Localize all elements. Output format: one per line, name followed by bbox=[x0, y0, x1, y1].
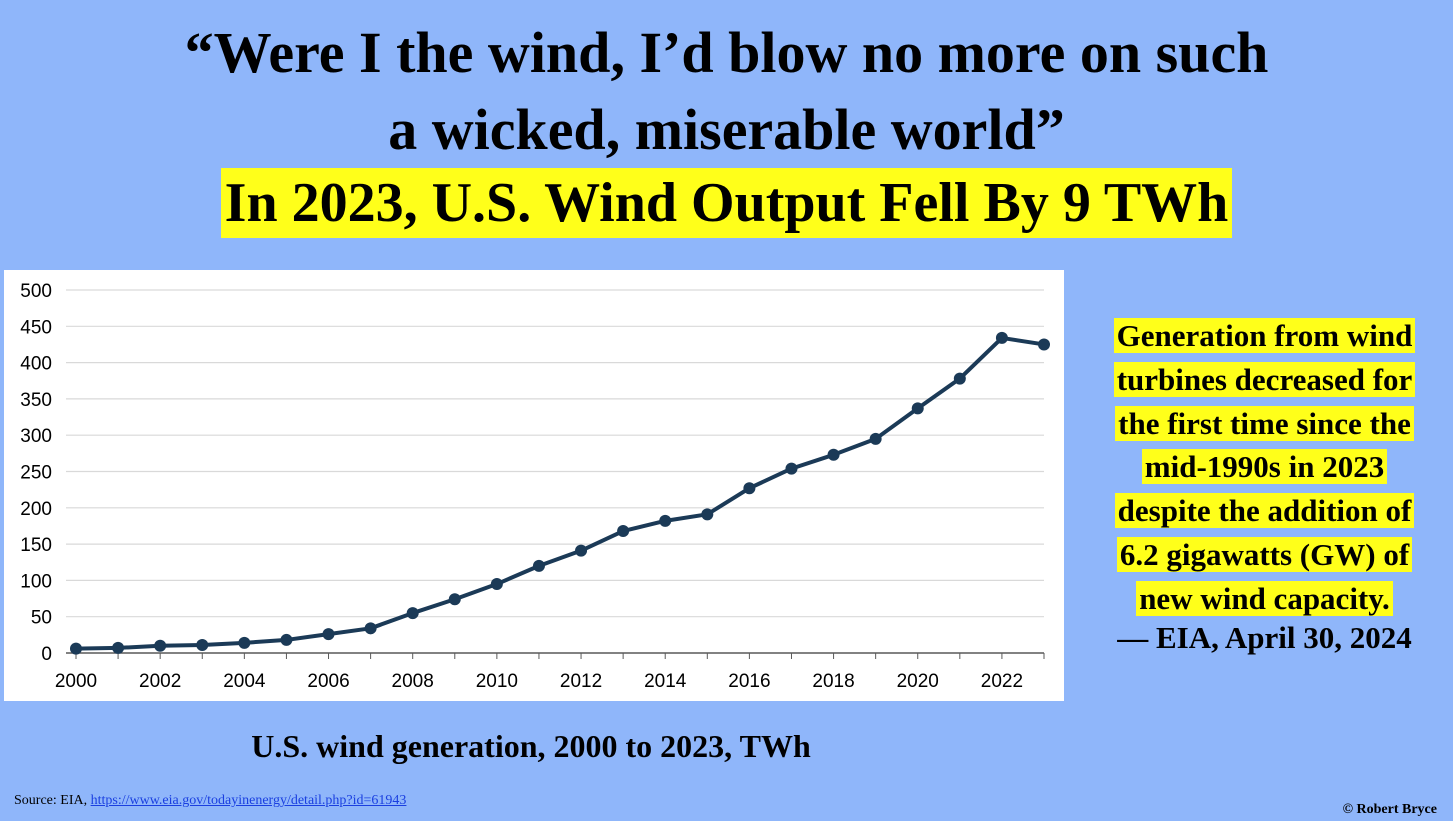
x-tick-label: 2010 bbox=[476, 671, 518, 692]
callout-line: 6.2 gigawatts (GW) of bbox=[1116, 536, 1413, 572]
data-point bbox=[869, 432, 882, 445]
y-tick-label: 250 bbox=[20, 463, 52, 484]
x-tick-label: 2008 bbox=[392, 671, 434, 692]
x-tick-label: 2006 bbox=[307, 671, 349, 692]
headline: In 2023, U.S. Wind Output Fell By 9 TWh bbox=[220, 168, 1233, 238]
data-point bbox=[743, 482, 756, 495]
x-tick-label: 2004 bbox=[223, 671, 266, 692]
callout-line: the first time since the bbox=[1115, 405, 1414, 441]
source-link[interactable]: https://www.eia.gov/todayinenergy/detail… bbox=[90, 793, 407, 808]
data-point bbox=[785, 462, 798, 475]
callout-line: mid-1990s in 2023 bbox=[1141, 449, 1388, 485]
chart-panel: 0 50 100 150 200 250 300 350 400 450 500 2000 2002 20… bbox=[4, 270, 1064, 701]
y-tick-label: 400 bbox=[20, 354, 52, 375]
data-point bbox=[448, 593, 461, 606]
data-point bbox=[575, 544, 588, 557]
callout-line: despite the addition of bbox=[1114, 493, 1415, 529]
callout-line: Generation from wind bbox=[1113, 318, 1416, 353]
y-tick-label: 0 bbox=[41, 644, 52, 665]
y-tick-label: 300 bbox=[20, 426, 52, 447]
eia-callout: Generation from wind turbines decreased … bbox=[1082, 314, 1447, 621]
data-point bbox=[953, 372, 966, 385]
y-tick-label: 500 bbox=[20, 281, 52, 302]
data-point bbox=[154, 639, 167, 652]
callout-attribution: — EIA, April 30, 2024 bbox=[1117, 620, 1412, 655]
data-point bbox=[827, 448, 840, 461]
quote-line-1: “Were I the wind, I’d blow no more on su… bbox=[184, 20, 1269, 85]
data-point bbox=[280, 633, 293, 646]
chart-caption: U.S. wind generation, 2000 to 2023, TWh bbox=[251, 728, 811, 764]
callout-line: turbines decreased for bbox=[1113, 361, 1416, 397]
data-point bbox=[532, 559, 545, 572]
source-note: Source: EIA, https://www.eia.gov/todayin… bbox=[14, 793, 406, 809]
x-tick-label: 2000 bbox=[55, 671, 97, 692]
y-tick-label: 150 bbox=[20, 535, 52, 556]
data-point bbox=[995, 331, 1008, 344]
y-tick-label: 100 bbox=[20, 571, 52, 592]
y-tick-label: 50 bbox=[31, 608, 52, 629]
x-tick-label: 2002 bbox=[139, 671, 181, 692]
y-tick-label: 200 bbox=[20, 499, 52, 520]
data-point bbox=[70, 642, 82, 655]
data-point bbox=[617, 525, 630, 538]
source-label: Source: EIA, bbox=[14, 793, 91, 808]
x-tick-label: 2020 bbox=[897, 671, 939, 692]
data-point bbox=[112, 641, 125, 654]
x-tick-label: 2012 bbox=[560, 671, 602, 692]
x-tick-label: 2022 bbox=[981, 671, 1023, 692]
quote-line-2: a wicked, miserable world” bbox=[388, 97, 1065, 162]
data-point bbox=[322, 628, 335, 641]
y-tick-label: 350 bbox=[20, 390, 52, 411]
data-point bbox=[701, 508, 714, 521]
x-tick-label: 2016 bbox=[728, 671, 770, 692]
x-tick-label: 2014 bbox=[644, 671, 687, 692]
data-point bbox=[659, 514, 672, 527]
y-tick-label: 450 bbox=[20, 317, 52, 338]
data-point bbox=[490, 578, 503, 591]
wind-generation-chart: 0 50 100 150 200 250 300 350 400 450 500 2000 2002 20… bbox=[20, 281, 1050, 692]
data-point bbox=[238, 636, 251, 649]
data-point bbox=[1038, 338, 1050, 351]
data-point bbox=[911, 402, 924, 415]
series-line bbox=[75, 335, 1045, 651]
data-point bbox=[364, 622, 377, 635]
callout-line: new wind capacity. bbox=[1136, 580, 1393, 616]
x-tick-label: 2018 bbox=[812, 671, 854, 692]
data-point bbox=[406, 607, 419, 620]
copyright: © Robert Bryce bbox=[1342, 802, 1437, 817]
headline-wrapper: In 2023, U.S. Wind Output Fell By 9 TWh bbox=[0, 168, 1453, 238]
data-point bbox=[196, 639, 209, 652]
